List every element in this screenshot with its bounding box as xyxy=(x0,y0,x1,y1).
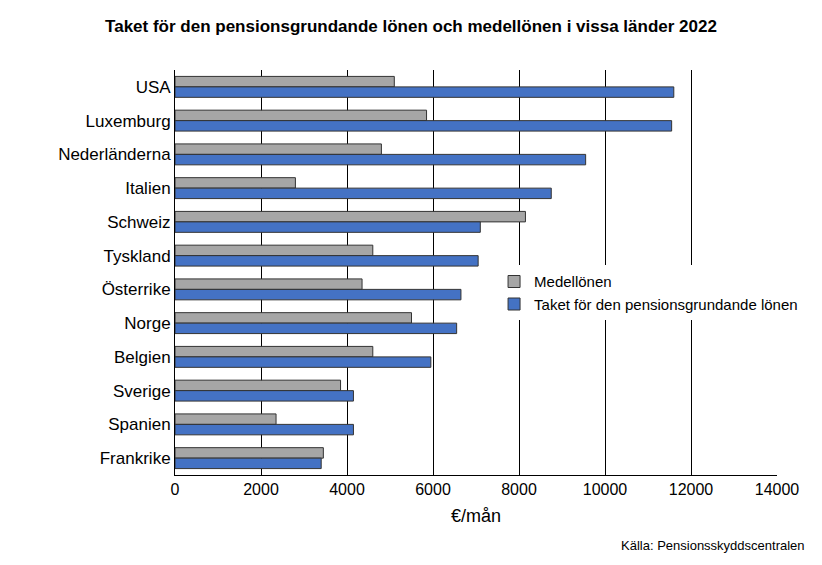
svg-text:8000: 8000 xyxy=(501,481,537,498)
svg-text:Frankrike: Frankrike xyxy=(100,449,171,468)
svg-text:10000: 10000 xyxy=(583,481,628,498)
svg-text:Sverige: Sverige xyxy=(113,382,171,401)
svg-text:2000: 2000 xyxy=(243,481,279,498)
svg-text:USA: USA xyxy=(136,78,172,97)
svg-text:Italien: Italien xyxy=(125,179,170,198)
svg-text:6000: 6000 xyxy=(415,481,451,498)
svg-text:Schweiz: Schweiz xyxy=(107,213,170,232)
svg-text:4000: 4000 xyxy=(329,481,365,498)
svg-text:Luxemburg: Luxemburg xyxy=(86,112,171,131)
svg-text:0: 0 xyxy=(171,481,180,498)
svg-text:Österrike: Österrike xyxy=(102,280,171,299)
svg-text:Tyskland: Tyskland xyxy=(104,247,171,266)
svg-text:Nederländerna: Nederländerna xyxy=(58,145,171,164)
svg-text:Norge: Norge xyxy=(124,314,170,333)
svg-text:14000: 14000 xyxy=(755,481,800,498)
svg-text:Medellönen: Medellönen xyxy=(534,273,612,290)
svg-text:Taket för den pensionsgrundand: Taket för den pensionsgrundande lönen xyxy=(534,296,798,313)
svg-text:€/mån: €/mån xyxy=(451,506,501,526)
svg-text:Belgien: Belgien xyxy=(114,348,171,367)
svg-text:Taket för den pensionsgrundand: Taket för den pensionsgrundande lönen oc… xyxy=(105,17,717,36)
svg-text:12000: 12000 xyxy=(669,481,714,498)
svg-text:Spanien: Spanien xyxy=(108,415,170,434)
svg-text:Källa: Pensionsskyddscentralen: Källa: Pensionsskyddscentralen xyxy=(621,538,805,553)
